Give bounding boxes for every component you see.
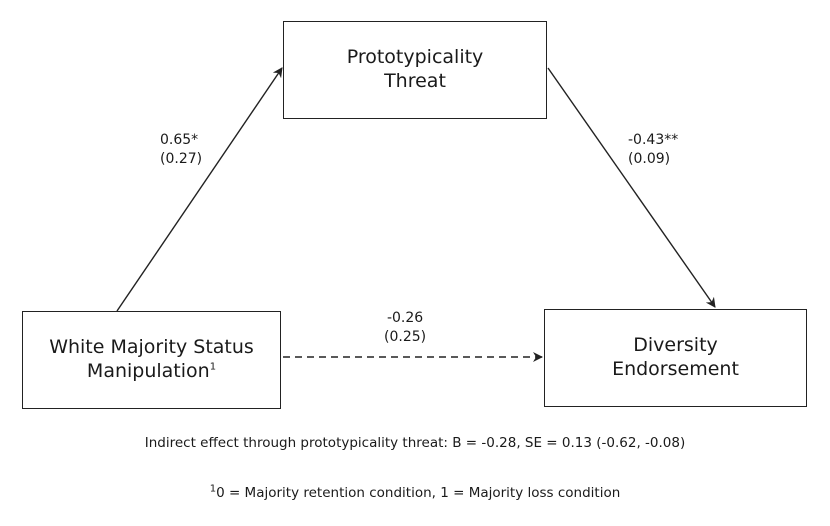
node-label: Threat [384,70,446,92]
node-prototypicality-threat: Prototypicality Threat [283,21,547,119]
standard-error: (0.25) [384,329,427,345]
coefficient-value: -0.43** [628,132,679,148]
path-b-coefficient: -0.43** (0.09) [628,131,678,169]
footnote: 10 = Majority retention condition, 1 = M… [0,483,830,501]
indirect-effect-note: Indirect effect through prototypicality … [144,435,686,451]
path-c-coefficient: -0.26 (0.25) [384,309,426,347]
coefficient-value: -0.26 [386,310,424,326]
standard-error: (0.27) [160,151,203,167]
footnote-marker: 1 [209,361,217,373]
footnote-text: 0 = Majority retention condition, 1 = Ma… [216,485,621,501]
node-diversity-endorsement: Diversity Endorsement [544,309,807,407]
node-label: Diversity [633,334,718,357]
node-white-majority-status: White Majority Status Manipulation1 [22,311,281,409]
arrow-threat-to-diversity [547,67,716,308]
node-label: Prototypicality [346,46,484,69]
footnote-marker: 1 [209,483,217,495]
coefficient-value: 0.65* [160,132,199,148]
standard-error: (0.09) [628,151,671,167]
path-a-coefficient: 0.65* (0.27) [160,131,202,169]
node-label: Manipulation1 [87,360,216,384]
node-label-text: Manipulation [86,360,210,382]
arrow-status-to-threat [116,67,283,312]
node-label: White Majority Status [49,336,254,359]
node-label: Endorsement [612,358,739,380]
